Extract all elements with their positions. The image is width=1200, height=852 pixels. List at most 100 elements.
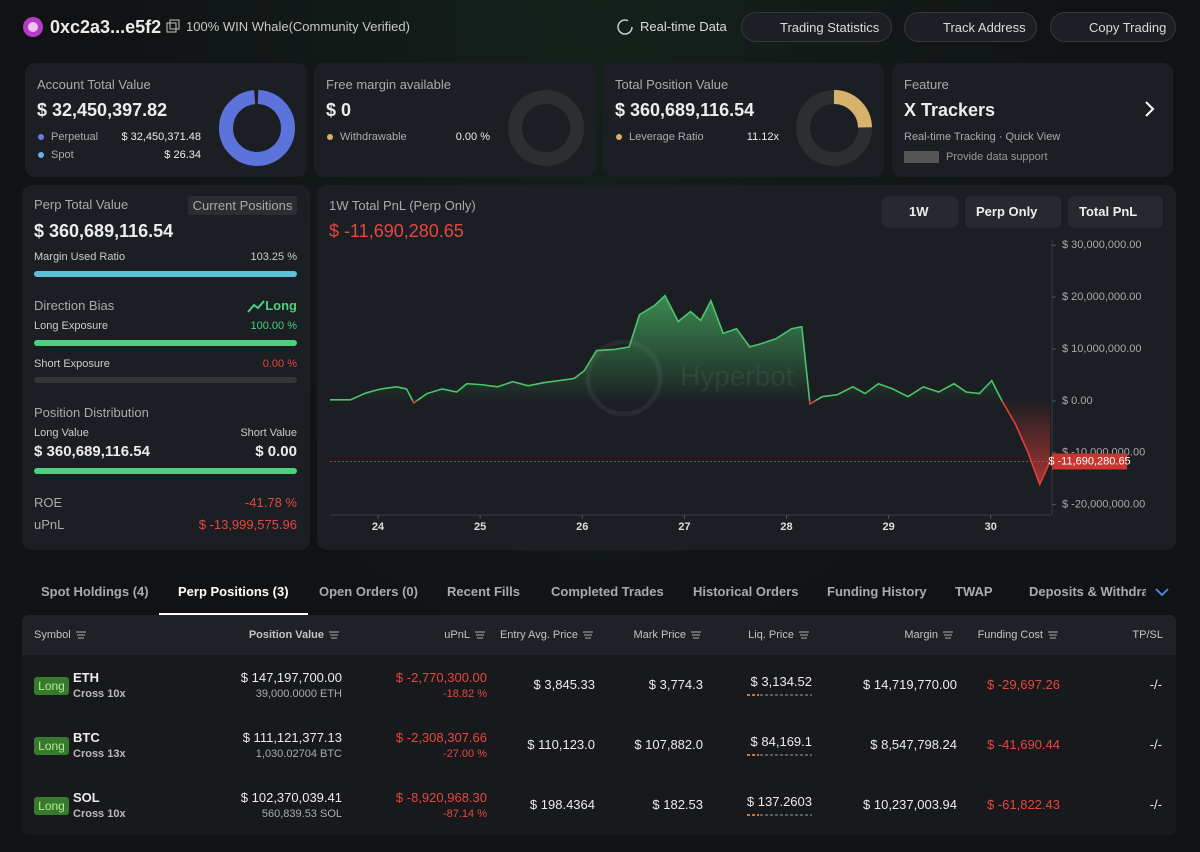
cell-amount: 1,030.02704 BTC [255, 748, 342, 760]
cell-value: $ 147,197,700.00 [240, 670, 342, 685]
feature-note: Provide data support [946, 151, 1048, 163]
avatar-inner [28, 22, 38, 32]
card-value: $ 0 [326, 100, 352, 120]
cell-margin: $ 14,719,770.00 [863, 677, 957, 692]
column-header[interactable]: Mark Price [633, 629, 686, 641]
side-badge: Long [34, 797, 69, 815]
cell-funding: $ -41,690.44 [986, 737, 1060, 752]
scope-dropdown[interactable]: Perp Only [965, 196, 1061, 228]
roe-label: ROE [34, 495, 63, 510]
tab[interactable]: Completed Trades [551, 584, 664, 599]
cell-upnl-pct: -18.82 % [442, 688, 487, 700]
nav-item[interactable]: Track Address [904, 12, 1037, 42]
cell-amount: 560,839.53 SOL [261, 808, 342, 820]
symbol: BTC [73, 730, 100, 745]
short-value: $ 0.00 [255, 443, 297, 460]
cell-funding: $ -29,697.26 [986, 677, 1060, 692]
card-label: Total Position Value [615, 77, 729, 92]
cell-liq: $ 137.2603 [746, 794, 812, 809]
column-header[interactable]: Liq. Price [748, 629, 794, 641]
column-header[interactable]: Position Value [248, 629, 324, 641]
cell-mark: $ 3,774.3 [648, 677, 703, 692]
tabs-more[interactable] [1155, 588, 1169, 597]
copy-icon[interactable] [166, 22, 177, 33]
row-label: Perpetual [51, 131, 99, 143]
cell-mark: $ 182.53 [652, 797, 703, 812]
row-value: $ 26.34 [164, 149, 201, 161]
card-label: Feature [904, 77, 949, 92]
tabs: Spot Holdings (4) Perp Positions (3) Open … [22, 580, 1146, 606]
tab[interactable]: Deposits & Withdrawals [1029, 584, 1146, 599]
margin-mode: Cross 10x [73, 688, 126, 700]
cell-tpsl: -/- [1149, 797, 1162, 812]
card-value: $ 360,689,116.54 [615, 100, 755, 120]
long-label: Long Exposure [34, 320, 108, 332]
cell-mark: $ 107,882.0 [634, 737, 703, 752]
column-header[interactable]: Funding Cost [977, 629, 1043, 641]
margin-mode: Cross 13x [73, 748, 126, 760]
column-header[interactable]: Entry Avg. Price [499, 629, 578, 641]
long-bar [34, 340, 297, 346]
active-tab-underline [159, 613, 308, 615]
roe: -41.78 % [244, 495, 297, 510]
side-badge: Long [34, 677, 69, 695]
tab[interactable]: Open Orders (0) [319, 584, 418, 599]
row-label[interactable]: Spot [51, 149, 74, 161]
row-label: Withdrawable [340, 131, 407, 143]
table-header-bg [22, 615, 1176, 655]
chart-current: $ -11,690,280.65 [329, 221, 464, 241]
range-dropdown[interactable]: 1W [882, 196, 958, 228]
short-label: Short Exposure [34, 358, 110, 370]
column-header[interactable]: uPnL [444, 629, 470, 641]
long-exposure: 100.00 % [250, 320, 297, 332]
cell-value: $ 102,370,039.41 [240, 790, 342, 805]
column-header[interactable]: TP/SL [1132, 629, 1163, 641]
row-value: 11.12x [746, 131, 779, 143]
perp-value: $ 360,689,116.54 [34, 221, 174, 241]
tab[interactable]: TWAP [955, 584, 993, 599]
cell-entry: $ 110,123.0 [527, 737, 595, 752]
copy-icon-back [169, 19, 180, 30]
nav-item[interactable]: Real-time Data [640, 19, 727, 34]
card-label: Free margin available [326, 77, 452, 92]
feature-subtitle: Real-time Tracking · Quick View [904, 131, 1061, 143]
short-value-label: Short Value [240, 427, 297, 439]
tab[interactable]: Historical Orders [693, 584, 799, 599]
dist-label: Position Distribution [34, 405, 149, 420]
cell-upnl: $ -8,920,968.30 [395, 790, 487, 805]
short-bar [34, 377, 297, 383]
metric-dropdown[interactable]: Total PnL [1068, 196, 1163, 228]
tab[interactable]: Funding History [827, 584, 927, 599]
column-header[interactable]: Margin [904, 629, 938, 641]
perp-badge[interactable]: Current Positions [188, 196, 297, 215]
address: 0xc2a3...e5f2 [50, 17, 162, 37]
short-exposure: 0.00 % [262, 358, 297, 370]
nav-item[interactable]: Copy Trading [1050, 12, 1176, 42]
cell-tpsl: -/- [1149, 677, 1162, 692]
perp-panel [22, 185, 310, 550]
cell-funding: $ -61,822.43 [986, 797, 1060, 812]
nav-item[interactable]: Trading Statistics [741, 12, 892, 42]
feature-title: X Trackers [904, 100, 996, 120]
chart-title: 1W Total PnL (Perp Only) [329, 198, 476, 213]
cell-upnl-pct: -27.00 % [442, 748, 487, 760]
symbol: ETH [73, 670, 99, 685]
cell-value: $ 111,121,377.13 [242, 730, 342, 745]
margin-ratio: 103.25 % [250, 251, 297, 263]
tab[interactable]: Perp Positions (3) [178, 584, 289, 599]
cell-entry: $ 198.4364 [529, 797, 595, 812]
column-header[interactable]: Symbol [34, 629, 71, 641]
card-value: $ 32,450,397.82 [37, 100, 168, 120]
cell-margin: $ 8,547,798.24 [870, 737, 957, 752]
row-label: Leverage Ratio [629, 131, 704, 143]
perp-title: Perp Total Value [34, 197, 129, 212]
long-value-label: Long Value [34, 427, 89, 439]
margin-label: Margin Used Ratio [34, 251, 126, 263]
tab[interactable]: Recent Fills [447, 584, 520, 599]
side-badge: Long [34, 737, 69, 755]
tab[interactable]: Spot Holdings (4) [41, 584, 149, 599]
long-value: $ 360,689,116.54 [34, 443, 150, 460]
refresh-icon [617, 19, 633, 35]
upnl: $ -13,999,575.96 [198, 517, 297, 532]
